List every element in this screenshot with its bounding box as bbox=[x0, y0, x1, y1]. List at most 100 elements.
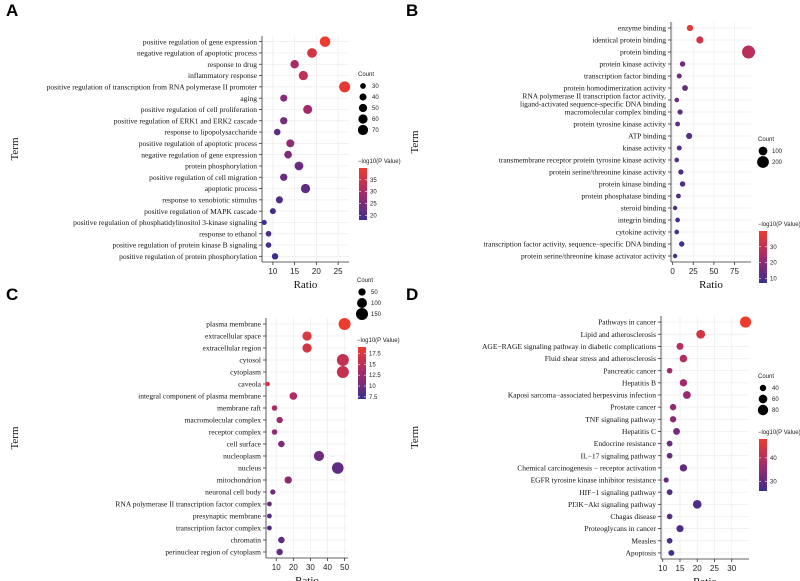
term-label: kinase activity bbox=[622, 144, 666, 153]
data-point bbox=[261, 219, 267, 226]
size-legend-key bbox=[357, 298, 367, 308]
color-bar-label: 20 bbox=[770, 261, 777, 267]
size-legend-key bbox=[358, 103, 368, 113]
size-legend-label: 60 bbox=[372, 117, 379, 123]
term-label: cell surface bbox=[227, 440, 262, 449]
data-point bbox=[271, 429, 278, 435]
y-axis-label: Term bbox=[409, 426, 421, 449]
term-label: Fluid shear stress and atherosclerosis bbox=[545, 354, 656, 363]
color-bar-label: 12.5 bbox=[369, 373, 381, 379]
data-point bbox=[679, 241, 685, 247]
data-point bbox=[679, 181, 686, 187]
term-label: macromolecular complex bbox=[185, 416, 262, 425]
term-label: Apoptosis bbox=[626, 549, 657, 558]
term-label: macromolecular complex binding bbox=[565, 108, 666, 117]
size-legend-label: 150 bbox=[371, 312, 382, 318]
term-label: HIF−1 signaling pathway bbox=[579, 488, 656, 497]
size-legend-label: 70 bbox=[372, 128, 379, 134]
data-point bbox=[675, 121, 681, 127]
data-point bbox=[696, 329, 706, 339]
data-point bbox=[271, 405, 278, 411]
data-point bbox=[676, 342, 684, 350]
term-label: negative regulation of apoptotic process bbox=[137, 49, 257, 58]
data-point bbox=[267, 513, 272, 519]
term-label-line: ligand-activated sequence-specific DNA b… bbox=[520, 100, 666, 109]
color-legend: −log10(P Value) 20 25 30 35 bbox=[358, 159, 401, 220]
x-axis-label: Ratio bbox=[295, 575, 319, 581]
color-bar-label: 30 bbox=[770, 245, 777, 251]
term-label: Prostate cancer bbox=[610, 403, 656, 412]
data-point bbox=[666, 367, 673, 374]
term-label: nucleus bbox=[238, 464, 261, 473]
x-tick-label: 25 bbox=[710, 564, 719, 573]
size-legend-label: 100 bbox=[772, 149, 783, 155]
term-label: transmembrane receptor protein tyrosine … bbox=[499, 156, 666, 165]
x-tick-label: 10 bbox=[658, 564, 667, 573]
term-label: positive regulation of gene expression bbox=[143, 37, 257, 46]
data-point bbox=[682, 391, 691, 399]
x-tick-label: 10 bbox=[272, 563, 281, 572]
size-legend-label: 200 bbox=[772, 160, 783, 166]
panel-label: A bbox=[6, 1, 18, 20]
term-label: identical protein binding bbox=[592, 36, 666, 45]
term-label: Lipid and atherosclerosis bbox=[581, 330, 656, 339]
term-label: transcription factor binding bbox=[584, 72, 666, 81]
data-point bbox=[284, 150, 292, 159]
term-label: Kaposi sarcoma−associated herpesvirus in… bbox=[508, 391, 656, 400]
panel-b: B 0 25 50 75 Ratio Term enzyme binding identical… bbox=[406, 1, 800, 291]
data-point bbox=[666, 489, 673, 496]
term-label: response to ethanol bbox=[199, 229, 257, 238]
term-label: protein binding bbox=[620, 48, 666, 57]
term-label: positive regulation of cell proliferatio… bbox=[141, 105, 257, 114]
data-point bbox=[676, 73, 682, 79]
x-axis-label: Ratio bbox=[693, 576, 717, 581]
panel-label: B bbox=[406, 1, 418, 20]
data-point bbox=[666, 537, 673, 544]
size-legend-label: 80 bbox=[772, 408, 779, 414]
data-point bbox=[675, 217, 680, 223]
x-tick-label: 15 bbox=[676, 564, 685, 573]
data-point bbox=[313, 450, 325, 462]
color-bar bbox=[358, 347, 366, 399]
data-point bbox=[270, 489, 276, 495]
size-legend-key bbox=[759, 384, 767, 392]
x-tick-label: 25 bbox=[334, 267, 343, 276]
size-legend-title: Count bbox=[357, 278, 373, 284]
data-point bbox=[675, 193, 681, 199]
data-point bbox=[331, 462, 344, 474]
data-point bbox=[336, 354, 349, 366]
data-point bbox=[679, 354, 688, 363]
term-label: negative regulation of gene expression bbox=[141, 150, 257, 159]
term-label: RNA polymerase II transcription factor a… bbox=[520, 92, 666, 109]
term-label: IL−17 signaling pathway bbox=[581, 451, 657, 460]
data-point bbox=[265, 242, 272, 248]
term-label: apoptotic process bbox=[205, 184, 257, 193]
data-point bbox=[269, 208, 276, 215]
term-label: presynaptic membrane bbox=[193, 512, 262, 521]
term-label: cytokine activity bbox=[616, 228, 666, 237]
term-label: ATP binding bbox=[628, 132, 666, 141]
data-point bbox=[265, 230, 272, 237]
data-point bbox=[298, 70, 308, 81]
data-point bbox=[303, 104, 313, 114]
term-label: positive regulation of cell migration bbox=[149, 173, 257, 182]
term-label: Chagas disease bbox=[610, 512, 656, 521]
data-point bbox=[275, 196, 283, 204]
data-point bbox=[669, 403, 677, 411]
term-label: mitochondrion bbox=[217, 476, 261, 485]
term-label: chromatin bbox=[231, 536, 262, 545]
term-label: neuronal cell body bbox=[205, 488, 261, 497]
term-label: Pancreatic cancer bbox=[603, 366, 656, 375]
x-tick-label: 25 bbox=[689, 267, 698, 276]
x-tick-label: 30 bbox=[727, 564, 736, 573]
color-bar-label: 10 bbox=[369, 384, 376, 390]
data-point bbox=[336, 366, 349, 378]
size-legend-key bbox=[358, 288, 366, 296]
color-bar bbox=[359, 168, 367, 220]
size-legend-key bbox=[758, 394, 768, 404]
data-point bbox=[319, 36, 331, 47]
data-point bbox=[677, 109, 683, 115]
term-label: caveola bbox=[238, 380, 262, 389]
x-tick-label: 15 bbox=[290, 267, 299, 276]
